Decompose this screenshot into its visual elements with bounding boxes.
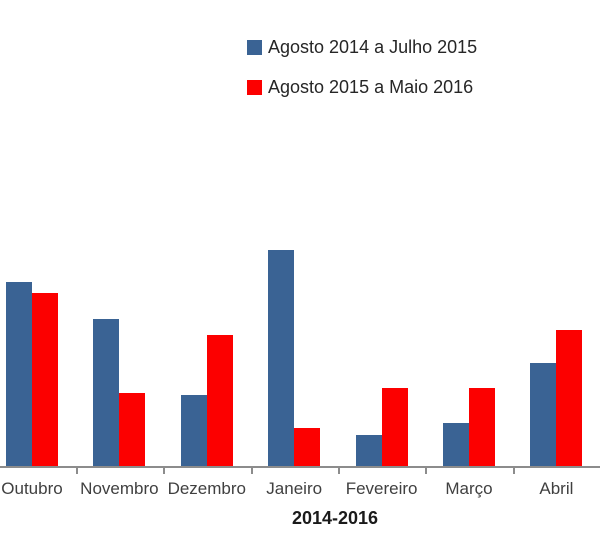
bar-series1-abril xyxy=(530,363,557,466)
x-axis-line xyxy=(0,466,600,468)
bar-series2-fevereiro xyxy=(381,388,408,466)
x-tick-label-janeiro: Janeiro xyxy=(266,479,323,498)
x-axis-title: 2014-2016 xyxy=(291,508,379,528)
x-tick-label-novembro: Novembro xyxy=(80,479,159,498)
legend-swatch-series2-icon xyxy=(247,80,262,95)
legend-item-series2: Agosto 2015 a Maio 2016 xyxy=(247,77,473,98)
legend-label-series2: Agosto 2015 a Maio 2016 xyxy=(268,77,474,97)
x-axis-tick xyxy=(163,468,166,474)
bar-series1-janeiro xyxy=(268,250,295,466)
x-tick-label-outubro: Outubro xyxy=(1,479,63,498)
x-tick-label-abril: Abril xyxy=(539,479,574,498)
x-axis-tick xyxy=(425,468,428,474)
bar-series2-março xyxy=(469,388,495,466)
bar-series1-dezembro xyxy=(180,395,207,466)
bar-series1-novembro xyxy=(93,319,120,466)
bar-series1-fevereiro xyxy=(355,435,382,466)
x-axis-tick xyxy=(250,468,253,474)
bar-series2-novembro xyxy=(119,393,146,466)
legend-label-series1: Agosto 2014 a Julho 2015 xyxy=(268,37,478,57)
bar-series1-outubro xyxy=(6,282,32,466)
x-tick-label-fevereiro: Fevereiro xyxy=(345,479,418,498)
x-axis-tick xyxy=(75,468,78,474)
legend-swatch-series1-icon xyxy=(247,40,262,55)
bar-series2-abril xyxy=(556,330,583,466)
x-axis-tick xyxy=(512,468,515,474)
bar-series1-março xyxy=(443,423,469,466)
bar-series2-dezembro xyxy=(206,335,233,466)
bar-series2-outubro xyxy=(32,293,58,466)
legend-item-series1: Agosto 2014 a Julho 2015 xyxy=(247,37,477,58)
x-tick-label-março: Março xyxy=(445,479,493,498)
x-tick-label-dezembro: Dezembro xyxy=(167,479,246,498)
x-axis-tick xyxy=(337,468,340,474)
bar-series2-janeiro xyxy=(294,428,321,466)
